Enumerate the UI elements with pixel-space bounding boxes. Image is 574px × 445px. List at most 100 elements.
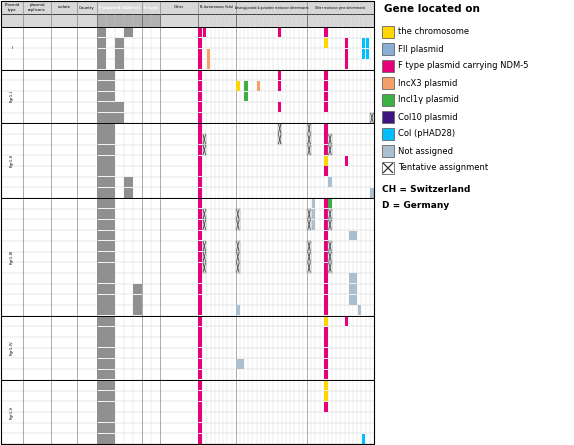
Bar: [106, 231, 115, 240]
Bar: [382, 77, 394, 89]
Bar: [98, 391, 106, 401]
Bar: [207, 49, 210, 59]
Bar: [199, 38, 202, 48]
Bar: [328, 252, 332, 262]
Bar: [354, 231, 357, 240]
Bar: [324, 263, 328, 272]
Bar: [324, 38, 328, 48]
Bar: [98, 284, 106, 294]
Bar: [324, 231, 328, 240]
Bar: [199, 92, 202, 101]
Bar: [307, 134, 311, 144]
Bar: [106, 124, 115, 134]
Bar: [312, 209, 315, 219]
Bar: [98, 423, 106, 433]
Bar: [324, 209, 328, 219]
Bar: [199, 145, 202, 155]
Bar: [106, 145, 115, 155]
Bar: [115, 38, 123, 48]
Bar: [236, 263, 239, 272]
Bar: [106, 209, 115, 219]
Bar: [98, 102, 106, 112]
Bar: [349, 295, 352, 304]
Bar: [133, 295, 142, 304]
Bar: [199, 348, 202, 358]
Bar: [98, 402, 106, 412]
Text: the chromosome: the chromosome: [398, 28, 469, 36]
Bar: [98, 369, 106, 380]
Bar: [236, 220, 239, 230]
Bar: [98, 209, 106, 219]
Bar: [324, 198, 328, 208]
Bar: [97, 14, 142, 27]
Bar: [106, 305, 115, 316]
Bar: [245, 81, 248, 91]
Bar: [106, 166, 115, 176]
Bar: [106, 220, 115, 230]
Bar: [382, 128, 394, 140]
Bar: [98, 380, 106, 390]
Text: B-lactamases (bla): B-lactamases (bla): [200, 5, 234, 9]
Bar: [324, 70, 328, 80]
Text: D = Germany: D = Germany: [382, 201, 449, 210]
Text: CH = Switzerland: CH = Switzerland: [382, 185, 470, 194]
Bar: [98, 156, 106, 166]
Bar: [324, 81, 328, 91]
Bar: [106, 369, 115, 380]
Bar: [106, 177, 115, 187]
Bar: [199, 198, 202, 208]
Bar: [106, 391, 115, 401]
Bar: [324, 305, 328, 316]
Bar: [236, 81, 239, 91]
Bar: [98, 348, 106, 358]
Text: Aminoglycoside & quinolone resistance determinants: Aminoglycoside & quinolone resistance de…: [235, 5, 308, 9]
Bar: [106, 284, 115, 294]
Bar: [307, 241, 311, 251]
Bar: [199, 231, 202, 240]
Text: plasmid
replicons: plasmid replicons: [28, 3, 46, 12]
Bar: [241, 359, 244, 369]
Bar: [98, 145, 106, 155]
Bar: [203, 220, 206, 230]
Bar: [98, 327, 106, 337]
Bar: [199, 359, 202, 369]
Bar: [324, 316, 328, 326]
Bar: [366, 38, 370, 48]
Bar: [382, 94, 394, 106]
Bar: [324, 102, 328, 112]
Bar: [324, 145, 328, 155]
Bar: [199, 28, 202, 37]
Text: Other resistance gene determinants: Other resistance gene determinants: [315, 5, 366, 9]
Bar: [324, 380, 328, 390]
Bar: [324, 273, 328, 283]
Bar: [328, 241, 332, 251]
Bar: [1, 14, 374, 27]
Text: Fgr1-IV: Fgr1-IV: [10, 340, 14, 355]
Bar: [106, 241, 115, 251]
Bar: [382, 60, 394, 72]
Text: Incl1γ plasmid: Incl1γ plasmid: [398, 96, 459, 105]
Bar: [236, 252, 239, 262]
Bar: [324, 402, 328, 412]
Bar: [382, 111, 394, 123]
Bar: [98, 28, 106, 37]
Bar: [307, 209, 311, 219]
Bar: [98, 188, 106, 198]
Bar: [349, 231, 352, 240]
Bar: [98, 263, 106, 272]
Bar: [354, 284, 357, 294]
Bar: [370, 113, 374, 123]
Bar: [199, 188, 202, 198]
Bar: [349, 273, 352, 283]
Bar: [106, 134, 115, 144]
Bar: [324, 156, 328, 166]
Bar: [236, 241, 239, 251]
Bar: [115, 49, 123, 59]
Bar: [199, 327, 202, 337]
Bar: [324, 252, 328, 262]
Bar: [366, 49, 370, 59]
Bar: [362, 49, 365, 59]
Bar: [98, 241, 106, 251]
Bar: [199, 263, 202, 272]
Bar: [345, 316, 348, 326]
